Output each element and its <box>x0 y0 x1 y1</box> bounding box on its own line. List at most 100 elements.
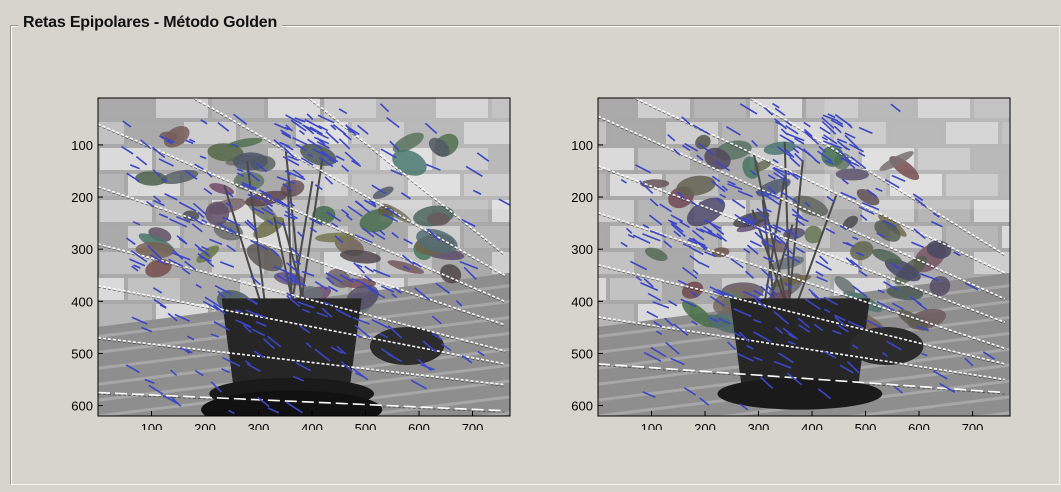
flow-vector <box>130 250 148 263</box>
flow-vector <box>122 120 132 128</box>
flow-vector <box>755 226 768 235</box>
flow-vector <box>690 290 699 298</box>
flow-vector <box>194 369 204 377</box>
flow-vector <box>197 248 209 255</box>
flow-vector <box>465 165 483 178</box>
flow-vector <box>357 124 369 135</box>
flow-vector <box>642 224 650 229</box>
flow-vector <box>212 304 226 315</box>
flow-vector <box>441 343 452 352</box>
flow-vector <box>152 169 161 178</box>
flow-vector <box>964 282 979 291</box>
flow-vector <box>668 300 678 307</box>
flow-vector <box>340 361 353 373</box>
flow-vector <box>673 148 681 156</box>
flow-vector <box>850 156 867 170</box>
flow-vector <box>301 270 315 277</box>
flow-vector <box>782 327 799 340</box>
flow-vector <box>747 214 758 223</box>
flow-vector <box>836 138 848 144</box>
flow-vector <box>197 211 205 219</box>
flow-vector <box>689 255 701 265</box>
flow-vector <box>391 293 397 299</box>
flow-vector <box>762 225 770 232</box>
flow-vector <box>792 213 809 223</box>
flow-vector <box>665 341 680 355</box>
flow-vector <box>858 151 866 157</box>
flow-vector <box>150 254 167 265</box>
flow-vector <box>390 169 403 176</box>
flow-vector <box>422 340 437 353</box>
flow-vector <box>753 289 764 297</box>
flow-vector <box>476 152 490 162</box>
flow-vector <box>287 155 299 162</box>
epipolar-line <box>98 243 505 352</box>
flow-vector <box>844 132 856 139</box>
flow-vector <box>169 218 187 228</box>
flow-vector <box>889 262 902 270</box>
flow-vector <box>815 270 824 277</box>
flow-vector <box>773 237 782 245</box>
axes-frame <box>597 97 1011 417</box>
flow-vector <box>353 262 366 274</box>
flow-vector <box>334 235 344 244</box>
flow-vector <box>285 401 303 414</box>
flow-vector <box>859 214 868 222</box>
epipolar-line <box>598 211 1005 349</box>
flow-vector <box>125 364 140 374</box>
flow-vector <box>222 356 241 367</box>
flow-vector <box>760 285 775 299</box>
flow-vector <box>133 264 141 269</box>
flow-vector <box>367 287 386 299</box>
flow-vector <box>379 103 390 113</box>
flow-vector <box>884 179 900 189</box>
flow-vector <box>852 344 859 350</box>
flow-vector <box>772 158 779 164</box>
flow-vector <box>246 219 257 229</box>
flow-vector <box>822 350 837 359</box>
epipolar-line <box>98 185 505 326</box>
flow-vector <box>286 262 300 274</box>
flow-vector <box>341 164 350 173</box>
flow-vector <box>290 119 307 132</box>
flow-vector <box>379 332 389 339</box>
flow-vector <box>383 213 399 223</box>
flow-vector <box>292 169 305 179</box>
flow-vector <box>803 148 811 156</box>
flow-vector <box>792 172 803 179</box>
flow-vector <box>855 251 865 257</box>
flow-vector <box>727 180 736 186</box>
flow-vector <box>294 117 306 123</box>
flow-vector <box>424 122 438 134</box>
flow-vector <box>913 228 926 240</box>
flow-vector <box>255 320 267 327</box>
flow-vector <box>762 241 775 249</box>
flow-vector <box>647 292 662 302</box>
flow-vector <box>186 335 195 341</box>
flow-vector <box>191 223 203 233</box>
flow-vector <box>463 266 477 281</box>
flow-vector <box>673 230 682 238</box>
flow-vector <box>818 255 829 265</box>
flow-vector <box>379 229 386 236</box>
flow-vector <box>737 352 755 362</box>
flow-vector <box>371 230 386 240</box>
flow-vector <box>795 246 805 254</box>
flow-vectors <box>620 102 996 411</box>
flow-vector <box>655 330 663 336</box>
y-tick-label: 200 <box>571 190 593 205</box>
flow-vector <box>309 227 317 233</box>
x-tick-label: 300 <box>248 421 270 430</box>
flow-vector <box>402 265 411 271</box>
flow-vector <box>255 162 267 173</box>
flow-vector <box>244 360 251 366</box>
flow-vector <box>131 265 139 272</box>
flow-vector <box>297 301 315 309</box>
flow-vector <box>282 146 295 158</box>
x-tick-label: 200 <box>194 421 216 430</box>
flow-vector <box>777 352 794 364</box>
flow-vector <box>679 221 690 229</box>
flow-vector <box>126 172 140 182</box>
flow-vector <box>773 166 791 176</box>
flow-vector <box>846 361 860 374</box>
